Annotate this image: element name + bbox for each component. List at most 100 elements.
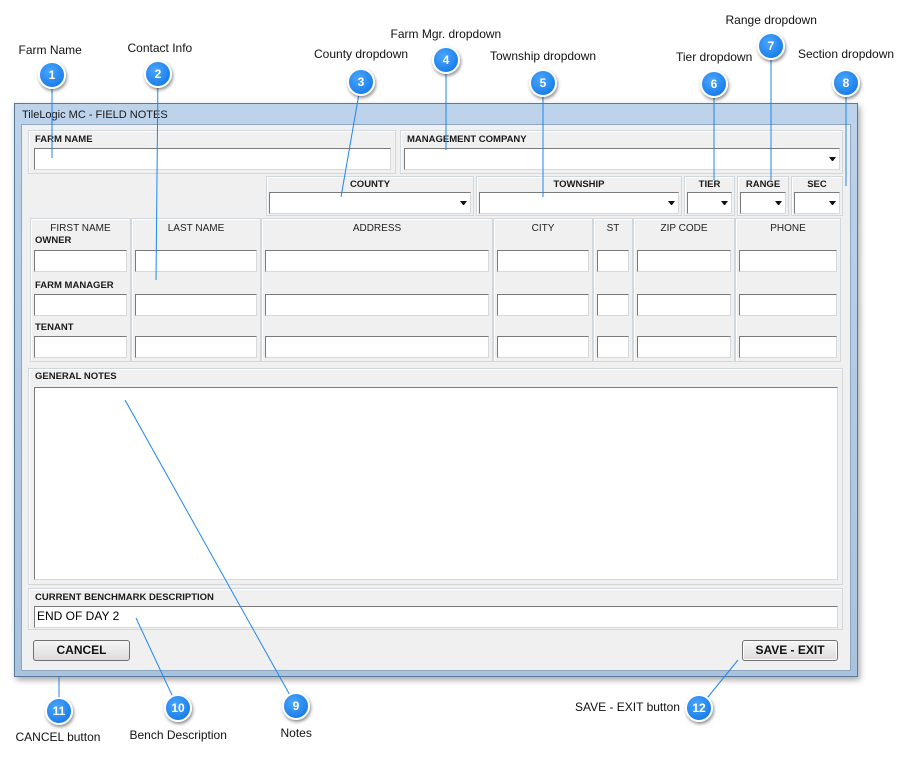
dropdown-arrow xyxy=(775,201,782,205)
text-input[interactable] xyxy=(497,250,589,272)
dropdown-arrow xyxy=(829,201,836,205)
callout-label: Bench Description xyxy=(129,728,227,742)
group-box xyxy=(476,176,682,216)
save-exit-button[interactable]: SAVE - EXIT xyxy=(742,640,838,661)
callout-label: Section dropdown xyxy=(798,47,895,61)
callout-badge: 6 xyxy=(700,70,728,98)
dropdown-arrow xyxy=(721,201,728,205)
callout-label: Farm Mgr. dropdown xyxy=(390,27,502,41)
column-header: LAST NAME xyxy=(167,223,225,234)
dropdown[interactable] xyxy=(479,192,679,214)
row-label: OWNER xyxy=(35,235,72,246)
text-input[interactable] xyxy=(135,336,257,358)
dropdown-arrow xyxy=(829,157,836,161)
callout-badge: 2 xyxy=(144,60,172,88)
dropdown[interactable] xyxy=(794,192,840,214)
callout-badge: 9 xyxy=(282,692,310,720)
column-header: FIRST NAME xyxy=(50,223,111,234)
text-input[interactable] xyxy=(597,336,629,358)
callout-badge: 3 xyxy=(347,68,375,96)
callout-label: Notes xyxy=(280,726,312,740)
dropdown[interactable] xyxy=(740,192,786,214)
dropdown[interactable] xyxy=(404,148,840,170)
callout-badge: 1 xyxy=(38,61,66,89)
text-input[interactable] xyxy=(265,336,489,358)
group-box xyxy=(28,588,843,630)
group-box xyxy=(493,218,593,362)
dropdown[interactable] xyxy=(687,192,732,214)
group-box xyxy=(633,218,735,362)
text-input[interactable] xyxy=(597,250,629,272)
group-box xyxy=(791,176,843,216)
callout-label: Contact Info xyxy=(127,41,193,55)
text-input[interactable] xyxy=(265,250,489,272)
dropdown[interactable] xyxy=(269,192,471,214)
callout-label: SAVE - EXIT button xyxy=(575,700,680,714)
text-input[interactable] xyxy=(637,336,731,358)
field-label: COUNTY xyxy=(349,179,391,190)
column-header: ADDRESS xyxy=(352,223,402,234)
group-box xyxy=(737,176,789,216)
group-box xyxy=(28,130,396,174)
callout-badge: 4 xyxy=(432,46,460,74)
field-label: SEC xyxy=(807,179,827,190)
dropdown-arrow xyxy=(460,201,467,205)
group-box xyxy=(261,218,493,362)
group-box xyxy=(266,176,474,216)
column-header: PHONE xyxy=(770,223,806,234)
group-box xyxy=(735,218,841,362)
field-label: TIER xyxy=(698,179,721,190)
text-input[interactable] xyxy=(497,336,589,358)
group-box xyxy=(30,218,131,362)
callout-label: Township dropdown xyxy=(490,49,597,63)
text-input[interactable] xyxy=(135,294,257,316)
dropdown-arrow xyxy=(668,201,675,205)
group-box xyxy=(593,218,633,362)
text-input[interactable] xyxy=(34,294,127,316)
group-box xyxy=(684,176,735,216)
callout-label: Range dropdown xyxy=(725,13,817,27)
text-input[interactable] xyxy=(739,250,837,272)
row-label: FARM MANAGER xyxy=(35,280,114,291)
group-box xyxy=(28,368,843,585)
field-label: GENERAL NOTES xyxy=(35,371,117,382)
callout-badge: 5 xyxy=(529,69,557,97)
cancel-button[interactable]: CANCEL xyxy=(33,640,130,661)
text-input[interactable] xyxy=(637,250,731,272)
callout-badge: 12 xyxy=(685,694,713,722)
callout-badge: 11 xyxy=(45,697,73,725)
callout-label: Farm Name xyxy=(18,43,82,57)
field-label: CURRENT BENCHMARK DESCRIPTION xyxy=(35,592,214,603)
text-input[interactable] xyxy=(265,294,489,316)
callout-label: CANCEL button xyxy=(15,730,101,744)
field-label: FARM NAME xyxy=(35,134,93,145)
input-value: END OF DAY 2 xyxy=(37,609,120,623)
callout-badge: 8 xyxy=(832,69,860,97)
group-box xyxy=(131,218,261,362)
field-label: MANAGEMENT COMPANY xyxy=(407,134,527,145)
group-box xyxy=(400,130,843,174)
text-input[interactable] xyxy=(34,336,127,358)
column-header: ST xyxy=(606,223,620,234)
text-input[interactable] xyxy=(34,148,391,170)
column-header: ZIP CODE xyxy=(660,223,708,234)
text-input[interactable] xyxy=(597,294,629,316)
text-input[interactable] xyxy=(497,294,589,316)
window-title: TileLogic MC - FIELD NOTES xyxy=(22,109,168,121)
field-label: RANGE xyxy=(745,179,781,190)
callout-label: County dropdown xyxy=(314,47,409,61)
callout-label: Tier dropdown xyxy=(676,50,753,64)
text-input[interactable] xyxy=(739,294,837,316)
field-label: TOWNSHIP xyxy=(553,179,605,190)
callout-badge: 7 xyxy=(757,32,785,60)
notes-textarea[interactable] xyxy=(34,387,838,580)
row-label: TENANT xyxy=(35,322,74,333)
text-input[interactable] xyxy=(135,250,257,272)
text-input[interactable] xyxy=(637,294,731,316)
callout-badge: 10 xyxy=(164,694,192,722)
text-input[interactable]: END OF DAY 2 xyxy=(34,606,838,628)
text-input[interactable] xyxy=(739,336,837,358)
text-input[interactable] xyxy=(34,250,127,272)
column-header: CITY xyxy=(531,223,555,234)
